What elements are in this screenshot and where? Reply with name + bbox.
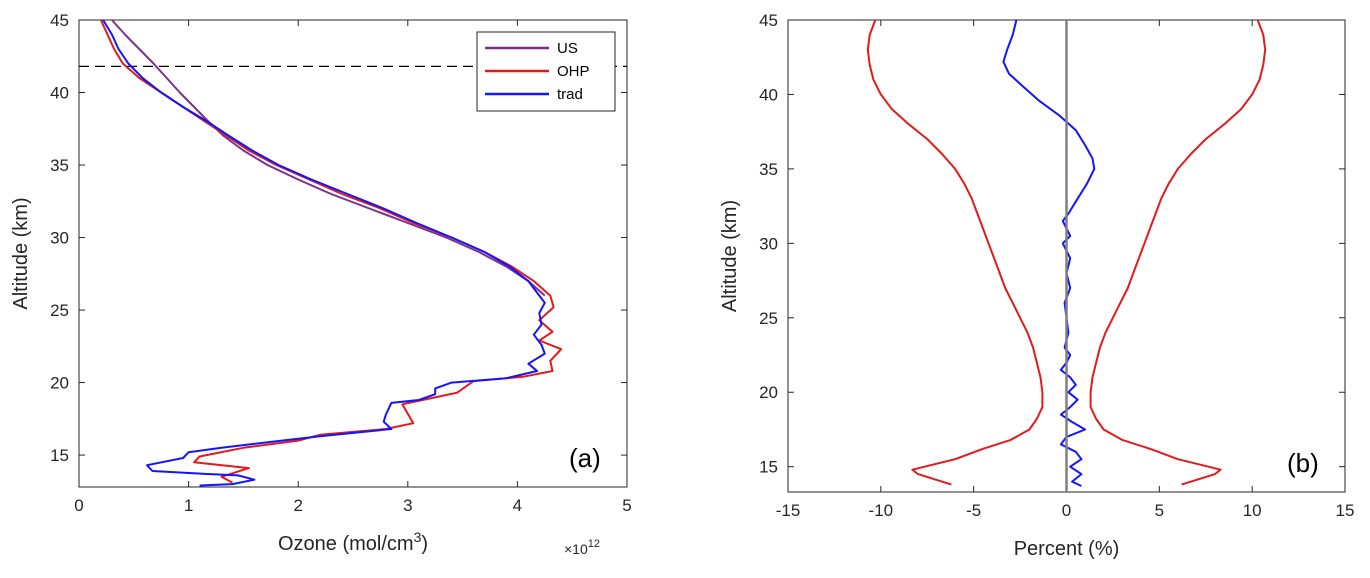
y-tick-label: 40	[759, 85, 778, 104]
panel-b: -15 -10 -5 0 5 10 15 15 20 25 30 35 40 45 (b) Percent…	[719, 11, 1354, 560]
y-tick-label: 15	[759, 458, 778, 477]
y-tick-label: 20	[50, 374, 69, 393]
series-line-b-0	[866, 19, 1044, 486]
y-axis-label-b: Altitude (km)	[719, 200, 741, 312]
x-tick-label: 1	[184, 496, 193, 515]
y-tick-label: 45	[759, 11, 778, 30]
x-tick-label: -5	[966, 501, 981, 520]
x-tick-label: -15	[776, 501, 801, 520]
y-tick-label: 25	[50, 301, 69, 320]
legend-label-trad: trad	[557, 86, 583, 103]
x-tick-label: 3	[403, 496, 412, 515]
x-tick-label: 4	[513, 496, 522, 515]
x-tick-label: 5	[1155, 501, 1164, 520]
x-tick-label: -10	[869, 501, 894, 520]
x-tick-label: 0	[74, 496, 83, 515]
y-tick-label: 30	[759, 234, 778, 253]
y-tick-label: 40	[50, 84, 69, 103]
panel-label-b: (b)	[1287, 448, 1319, 478]
y-tick-label: 35	[759, 160, 778, 179]
y-tick-label: 45	[50, 11, 69, 30]
x-exponent-a: ×1012	[564, 538, 600, 557]
x-tick-label: 0	[1062, 501, 1071, 520]
x-tick-label: 15	[1336, 501, 1355, 520]
y-tick-label: 25	[759, 309, 778, 328]
tick-group-b: -15 -10 -5 0 5 10 15 15 20 25 30 35 40 45	[759, 11, 1354, 520]
y-tick-label: 15	[50, 446, 69, 465]
x-axis-label-a: Ozone (mol/cm3)	[278, 529, 428, 555]
x-axis-label-b: Percent (%)	[1014, 538, 1120, 560]
y-axis-label-a: Altitude (km)	[10, 197, 32, 309]
y-tick-label: 35	[50, 156, 69, 175]
x-tick-label: 5	[622, 496, 631, 515]
series-group-b	[866, 19, 1267, 492]
legend-label-us: US	[557, 40, 578, 57]
x-tick-label: 2	[293, 496, 302, 515]
x-tick-label: 10	[1243, 501, 1262, 520]
legend-label-ohp: OHP	[557, 63, 590, 80]
panel-label-a: (a)	[569, 443, 601, 473]
series-line-trad	[102, 19, 546, 487]
y-tick-label: 30	[50, 229, 69, 248]
series-line-b-1	[1089, 19, 1267, 486]
series-line-us	[111, 19, 546, 297]
y-tick-label: 20	[759, 383, 778, 402]
legend-a: US OHP trad	[476, 31, 616, 112]
